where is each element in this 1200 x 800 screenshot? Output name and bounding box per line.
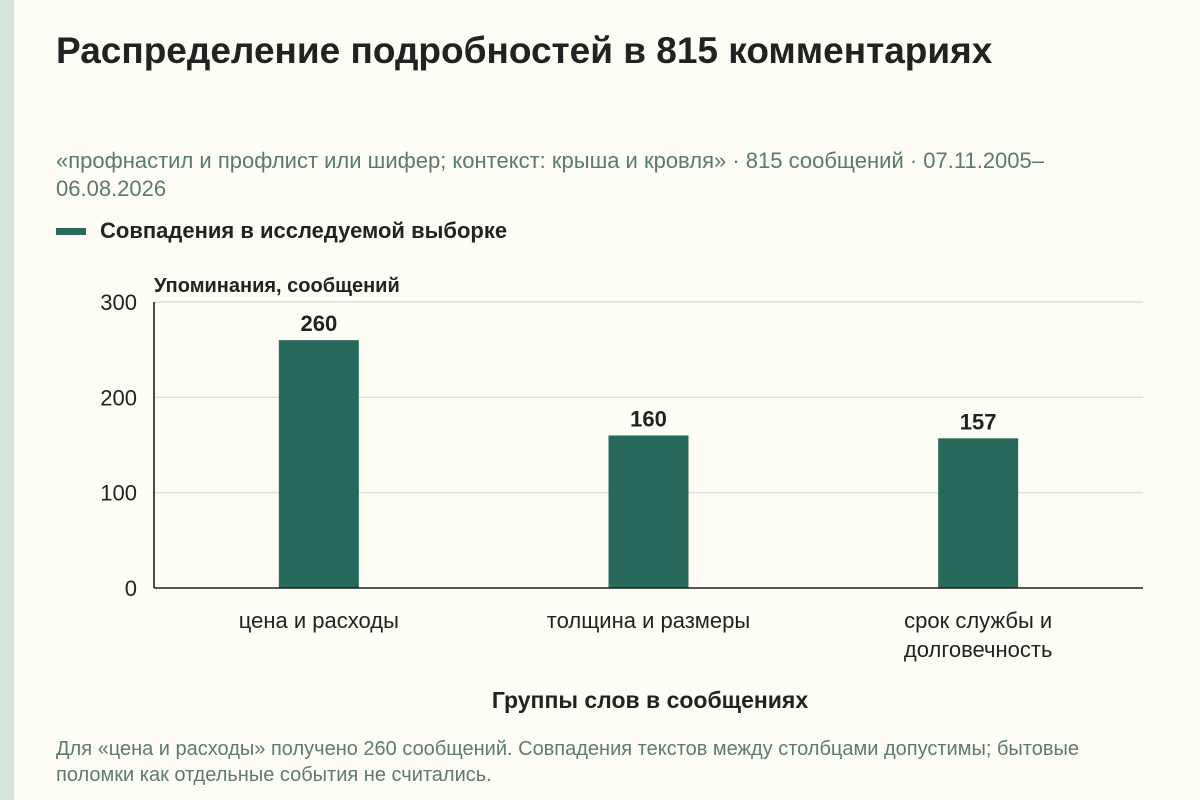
x-tick-label: срок службы и долговечность	[904, 608, 1053, 662]
x-axis-title: Группы слов в сообщениях	[492, 687, 808, 713]
axes	[153, 302, 1143, 589]
left-accent-strip	[0, 0, 14, 800]
chart-legend: Совпадения в исследуемой выборке	[56, 218, 507, 244]
x-tick-label-line: срок службы и	[904, 608, 1052, 633]
y-tick-label: 100	[100, 481, 137, 506]
legend-label: Совпадения в исследуемой выборке	[100, 218, 508, 243]
footnote: Для «цена и расходы» получено 260 сообще…	[56, 738, 1079, 786]
x-tick-label-line: долговечность	[904, 637, 1053, 662]
bars	[278, 340, 1019, 588]
bar-value-label: 160	[630, 406, 667, 431]
bar	[608, 435, 689, 588]
x-tick-label: толщина и размеры	[547, 608, 750, 633]
y-tick-label: 200	[100, 385, 137, 410]
legend-swatch	[56, 227, 86, 235]
y-tick-label: 0	[125, 576, 137, 601]
x-tick-label: цена и расходы	[239, 608, 399, 633]
y-tick-label: 300	[100, 290, 137, 315]
bar	[278, 340, 359, 588]
bar-value-label: 157	[960, 409, 997, 434]
x-tick-label-line: толщина и размеры	[547, 608, 750, 633]
x-tick-label-line: цена и расходы	[239, 608, 399, 633]
bar-value-label: 260	[300, 311, 337, 336]
bar	[938, 438, 1019, 588]
labels: 0 100 200 300 260 цена и расходы 160 толщина и …	[100, 290, 1052, 662]
chart-subtitle: «профнастил и профлист или шифер; контек…	[56, 148, 1044, 201]
page-title: Распределение подробностей в 815 коммент…	[56, 30, 993, 71]
y-axis-title: Упоминания, сообщений	[154, 275, 400, 297]
